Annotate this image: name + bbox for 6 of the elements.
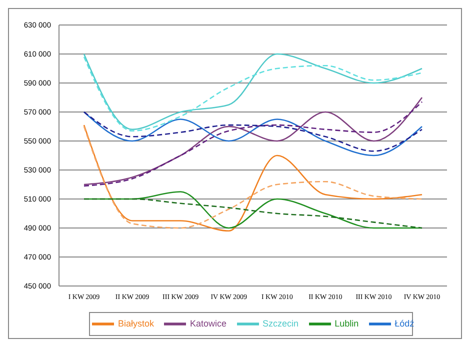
line-series [83,198,423,229]
legend-label: Łódź [394,318,414,328]
legend-label: Katowice [190,318,227,328]
legend-label: Szczecin [262,318,299,328]
legend-label: Lublin [334,318,359,328]
legend-label: Białystok [118,318,154,328]
